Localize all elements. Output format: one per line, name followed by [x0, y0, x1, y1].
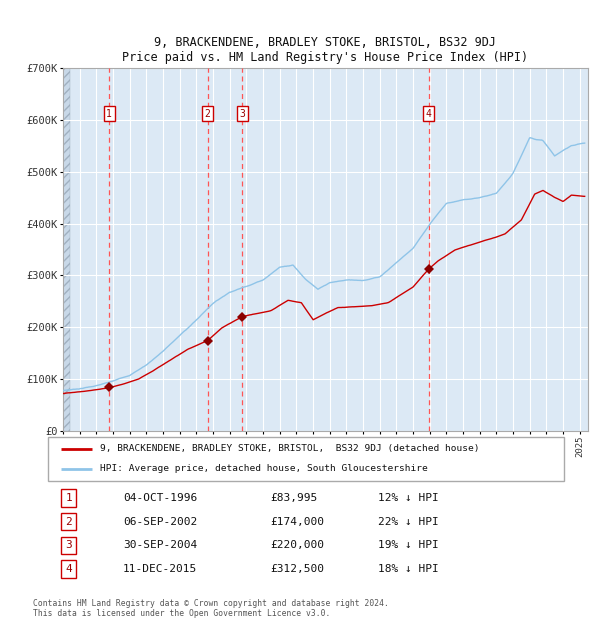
Text: 4: 4 [65, 564, 72, 574]
Text: 1: 1 [106, 108, 112, 118]
FancyBboxPatch shape [48, 437, 564, 480]
Text: 04-OCT-1996: 04-OCT-1996 [123, 493, 197, 503]
Text: 18% ↓ HPI: 18% ↓ HPI [378, 564, 439, 574]
Text: 19% ↓ HPI: 19% ↓ HPI [378, 541, 439, 551]
Text: £174,000: £174,000 [270, 516, 324, 526]
Text: 2: 2 [205, 108, 211, 118]
Text: 11-DEC-2015: 11-DEC-2015 [123, 564, 197, 574]
Text: HPI: Average price, detached house, South Gloucestershire: HPI: Average price, detached house, Sout… [100, 464, 427, 473]
Text: 12% ↓ HPI: 12% ↓ HPI [378, 493, 439, 503]
Text: 4: 4 [426, 108, 431, 118]
Text: £220,000: £220,000 [270, 541, 324, 551]
Text: 1: 1 [65, 493, 72, 503]
Text: 2: 2 [65, 516, 72, 526]
Title: 9, BRACKENDENE, BRADLEY STOKE, BRISTOL, BS32 9DJ
Price paid vs. HM Land Registry: 9, BRACKENDENE, BRADLEY STOKE, BRISTOL, … [122, 36, 529, 64]
Text: 3: 3 [239, 108, 245, 118]
Text: £83,995: £83,995 [270, 493, 317, 503]
Text: 3: 3 [65, 541, 72, 551]
Text: 9, BRACKENDENE, BRADLEY STOKE, BRISTOL,  BS32 9DJ (detached house): 9, BRACKENDENE, BRADLEY STOKE, BRISTOL, … [100, 445, 479, 453]
Text: Contains HM Land Registry data © Crown copyright and database right 2024.
This d: Contains HM Land Registry data © Crown c… [33, 599, 389, 618]
Text: 30-SEP-2004: 30-SEP-2004 [123, 541, 197, 551]
Text: 22% ↓ HPI: 22% ↓ HPI [378, 516, 439, 526]
Text: £312,500: £312,500 [270, 564, 324, 574]
Text: 06-SEP-2002: 06-SEP-2002 [123, 516, 197, 526]
